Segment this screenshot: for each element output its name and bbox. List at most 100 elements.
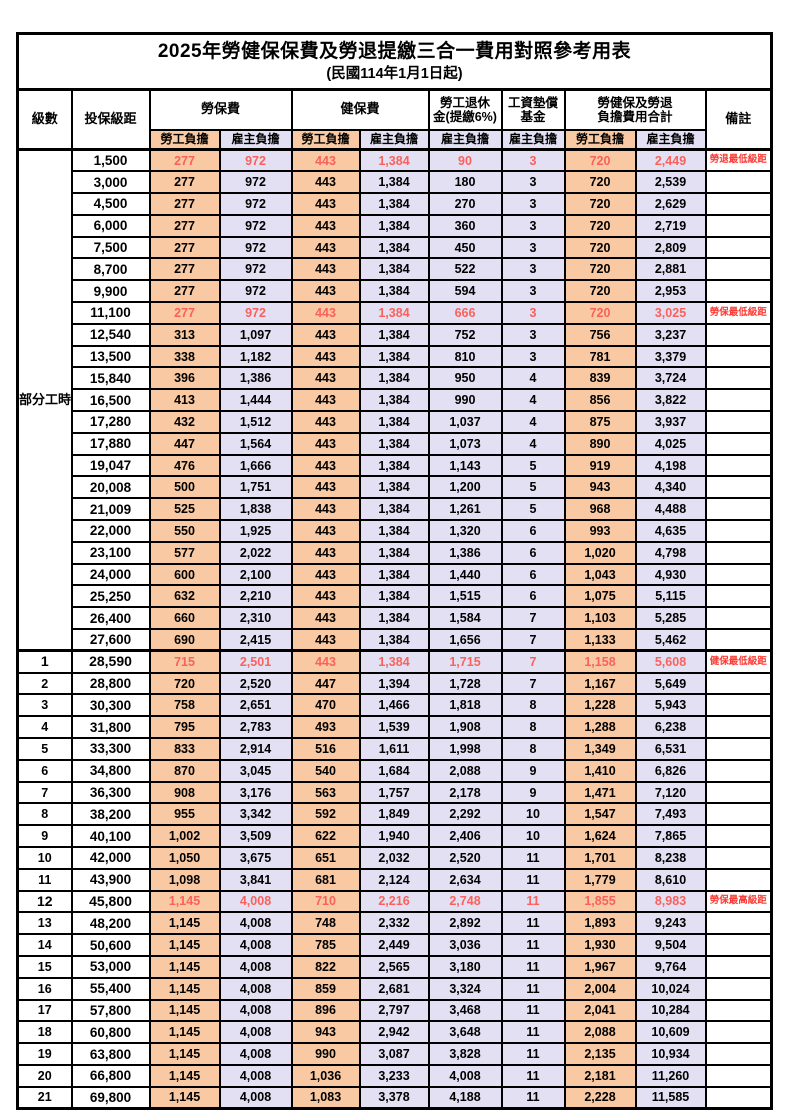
- table-row: 17 57,800 1,145 4,008 896 2,797 3,468 11 2,041 10…: [16, 998, 773, 1023]
- bracket-cell: 27,600: [70, 628, 151, 652]
- premium-reference-table: 2025年勞健保保費及勞退提繳三合一費用對照參考用表 (民國114年1月1日起)…: [16, 32, 774, 1111]
- value-cell: 11: [500, 889, 566, 914]
- value-cell: 443: [290, 192, 361, 216]
- value-cell: 2,228: [563, 1085, 637, 1110]
- value-cell: 6,531: [634, 737, 707, 761]
- bracket-cell: 24,000: [70, 562, 151, 587]
- value-cell: 9: [500, 758, 566, 783]
- remark-cell: [704, 976, 773, 1001]
- value-cell: 1,288: [563, 715, 637, 740]
- value-cell: 2,181: [563, 1063, 637, 1088]
- remark-cell: [704, 388, 773, 413]
- value-cell: 6: [500, 562, 566, 587]
- bracket-cell: 7,500: [70, 235, 151, 260]
- value-cell: 2,892: [427, 911, 503, 936]
- table-row: 13 48,200 1,145 4,008 748 2,332 2,892 11 1,893 9,…: [16, 911, 773, 936]
- value-cell: 1,098: [148, 867, 221, 892]
- value-cell: 1,410: [563, 758, 637, 783]
- value-cell: 1,384: [358, 584, 430, 609]
- value-cell: 1,940: [358, 824, 430, 848]
- level-cell: 11: [16, 867, 73, 892]
- value-cell: 443: [290, 148, 361, 173]
- value-cell: 720: [148, 671, 221, 696]
- value-cell: 1,143: [427, 453, 503, 478]
- value-cell: 3: [500, 279, 566, 304]
- value-cell: 470: [290, 693, 361, 718]
- value-cell: 720: [563, 257, 637, 282]
- value-cell: 4,008: [218, 976, 293, 1001]
- value-cell: 3,342: [218, 802, 293, 827]
- value-cell: 1,564: [218, 431, 293, 456]
- remark-cell: [704, 606, 773, 631]
- value-cell: 443: [290, 366, 361, 391]
- value-cell: 450: [427, 235, 503, 260]
- value-cell: 2,809: [634, 235, 707, 260]
- value-cell: 277: [148, 192, 221, 216]
- bracket-cell: 57,800: [70, 998, 151, 1023]
- value-cell: 4,798: [634, 540, 707, 565]
- value-cell: 11: [500, 1042, 566, 1066]
- remark-cell: [704, 1063, 773, 1088]
- value-cell: 5: [500, 497, 566, 522]
- value-cell: 1,075: [563, 584, 637, 609]
- value-cell: 972: [218, 170, 293, 195]
- table-row: 20,008 500 1,751 443 1,384 1,200 5 943 4,340: [18, 475, 773, 500]
- bracket-cell: 30,300: [70, 693, 151, 718]
- value-cell: 896: [290, 998, 361, 1023]
- bracket-cell: 3,000: [70, 170, 151, 195]
- level-cell: 2: [16, 671, 73, 696]
- value-cell: 1,908: [427, 715, 503, 740]
- value-cell: 1,384: [358, 606, 430, 631]
- value-cell: 8,610: [634, 867, 707, 892]
- value-cell: 690: [148, 628, 221, 652]
- value-cell: 3: [500, 235, 566, 260]
- value-cell: 1,384: [358, 148, 430, 173]
- value-cell: 2,881: [634, 257, 707, 282]
- value-cell: 338: [148, 344, 221, 369]
- value-cell: 5,285: [634, 606, 707, 631]
- value-cell: 795: [148, 715, 221, 740]
- level-cell: 4: [16, 715, 73, 740]
- level-cell: 20: [16, 1063, 73, 1088]
- value-cell: 1,666: [218, 453, 293, 478]
- value-cell: 1,384: [358, 192, 430, 216]
- header-sub-row: 勞工負擔 雇主負擔 勞工負擔 雇主負擔 雇主負擔 雇主負擔 勞工負擔 雇主負擔: [17, 128, 772, 151]
- remark-cell: [704, 954, 773, 979]
- value-cell: 4: [500, 366, 566, 391]
- value-cell: 11: [500, 1063, 566, 1088]
- remark-cell: [704, 344, 773, 369]
- value-cell: 277: [148, 279, 221, 304]
- table-row: 6,000 277 972 443 1,384 360 3 720 2,719: [18, 213, 773, 238]
- value-cell: 1,684: [358, 758, 430, 783]
- value-cell: 2,634: [427, 867, 503, 892]
- bracket-cell: 12,540: [70, 322, 151, 347]
- value-cell: 720: [563, 235, 637, 260]
- value-cell: 972: [218, 279, 293, 304]
- value-cell: 1,145: [148, 889, 221, 914]
- value-cell: 752: [427, 322, 503, 347]
- table-row: 17,880 447 1,564 443 1,384 1,073 4 890 4,025: [18, 431, 773, 456]
- value-cell: 443: [290, 344, 361, 369]
- value-cell: 270: [427, 192, 503, 216]
- value-cell: 4,008: [218, 1063, 293, 1088]
- value-cell: 1,073: [427, 431, 503, 456]
- remark-cell: [704, 235, 773, 260]
- value-cell: 972: [218, 148, 293, 173]
- title-block: 2025年勞健保保費及勞退提繳三合一費用對照參考用表 (民國114年1月1日起): [16, 32, 773, 91]
- value-cell: 758: [148, 693, 221, 718]
- value-cell: 839: [563, 366, 637, 391]
- value-cell: 277: [148, 170, 221, 195]
- remark-cell: [704, 671, 773, 696]
- value-cell: 1,384: [358, 497, 430, 522]
- remark-cell: [704, 562, 773, 587]
- value-cell: 1,145: [148, 933, 221, 957]
- value-cell: 1,386: [427, 540, 503, 565]
- value-cell: 2,681: [358, 976, 430, 1001]
- value-cell: 2,135: [563, 1042, 637, 1066]
- remark-cell: [704, 279, 773, 304]
- value-cell: 950: [427, 366, 503, 391]
- table-row: 6 34,800 870 3,045 540 1,684 2,088 9 1,410 6,826: [16, 758, 773, 783]
- value-cell: 443: [290, 540, 361, 565]
- level-cell: 16: [16, 976, 73, 1001]
- value-cell: 2,124: [358, 867, 430, 892]
